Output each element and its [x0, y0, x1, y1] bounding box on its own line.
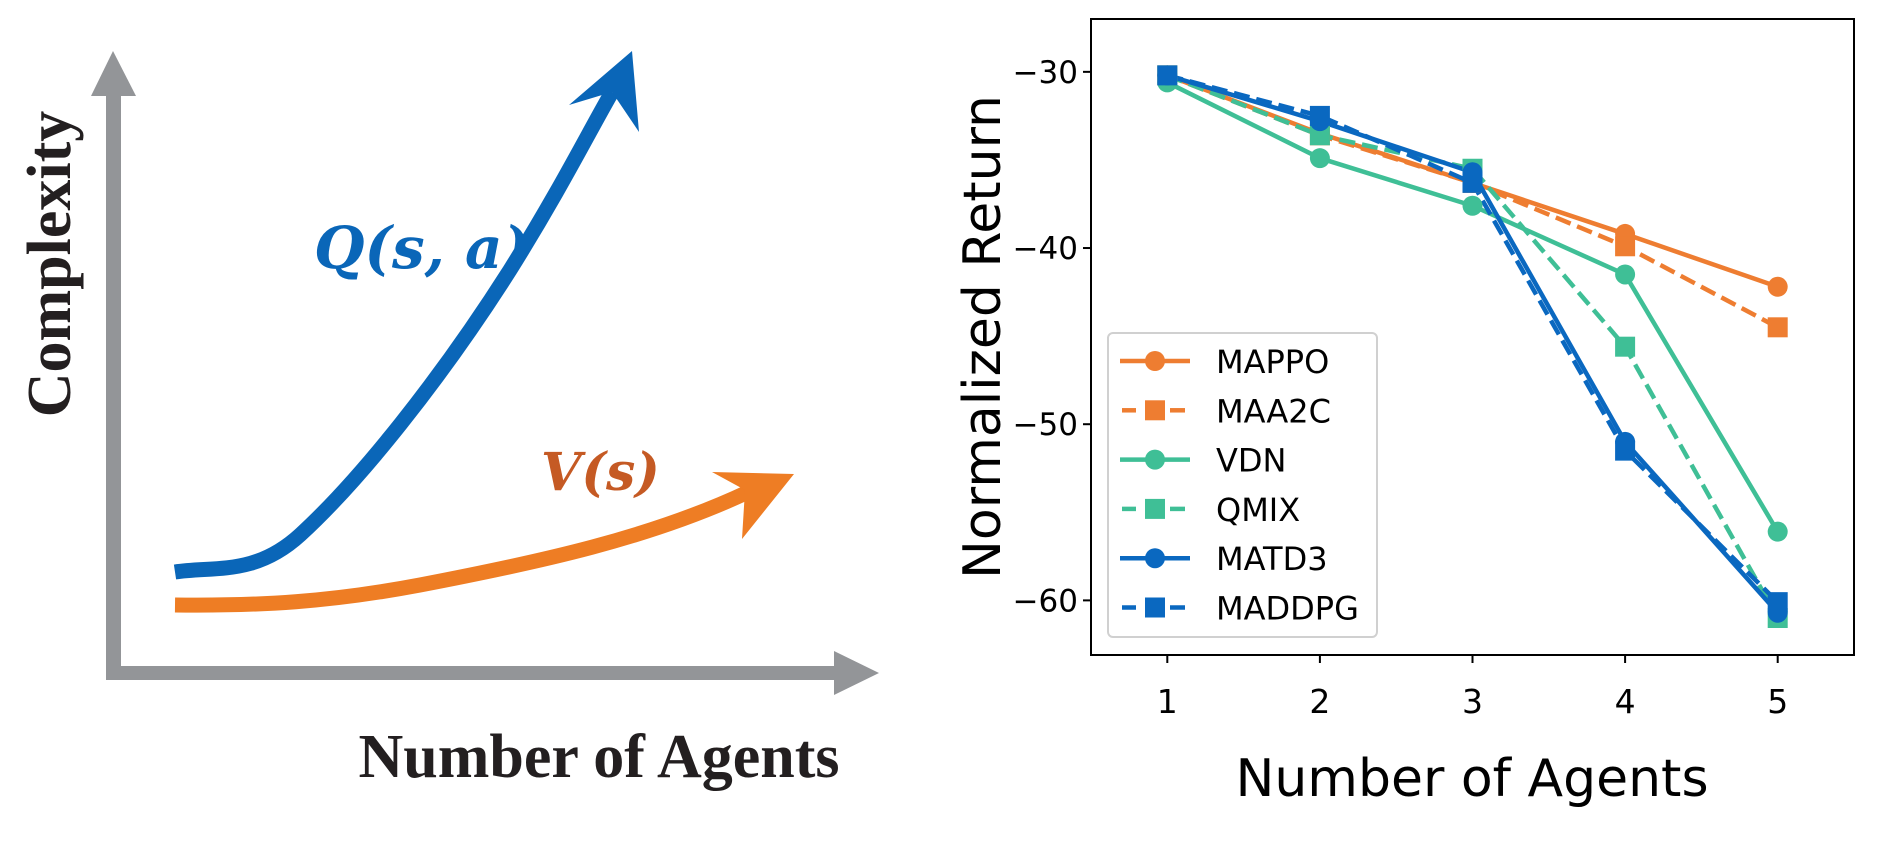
legend-label: MADDPG [1216, 590, 1359, 628]
series-markers [1157, 65, 1788, 629]
x-axis-arrowhead [834, 651, 879, 695]
data-point-vdn-4 [1615, 264, 1636, 285]
v-curve-arrowhead [712, 472, 794, 539]
diagram-x-axis-label: Number of Agents [358, 723, 839, 791]
y-tick-label: −60 [1013, 583, 1078, 619]
data-point-vdn-5 [1767, 521, 1788, 542]
data-point-vdn-2 [1309, 148, 1330, 169]
data-point-maddpg-3 [1462, 172, 1483, 193]
data-point-qmix-2 [1309, 125, 1330, 146]
diagram-y-axis-label: Complexity [16, 111, 84, 418]
legend-item-matd3: MATD3 [1120, 540, 1328, 578]
legend-item-mappo: MAPPO [1120, 343, 1329, 381]
legend-marker [1145, 548, 1165, 569]
y-tick-label: −50 [1013, 407, 1078, 443]
data-point-maa2c-4 [1615, 236, 1636, 257]
x-axis-label: Number of Agents [1235, 749, 1708, 809]
series-line-qmix [1166, 73, 1780, 620]
data-point-vdn-3 [1462, 195, 1483, 216]
data-point-maddpg-2 [1309, 105, 1330, 126]
x-ticks: 1 2 3 4 5 [1157, 655, 1788, 721]
q-curve-arrowhead [569, 51, 639, 132]
x-tick-label: 2 [1309, 682, 1330, 721]
data-point-maddpg-5 [1767, 592, 1788, 613]
x-tick-label: 4 [1615, 682, 1636, 721]
legend-label: QMIX [1216, 491, 1300, 529]
data-point-mappo-5 [1767, 276, 1788, 297]
legend-label: VDN [1216, 442, 1286, 480]
v-curve-label: V(s) [541, 442, 660, 503]
q-curve-label: Q(s, a) [314, 214, 530, 282]
legend-marker [1145, 400, 1165, 421]
legend-marker [1145, 449, 1165, 470]
data-point-maddpg-4 [1615, 440, 1636, 461]
complexity-diagram: Q(s, a) V(s) Complexity Number of Agents [16, 51, 879, 791]
legend-marker [1145, 597, 1165, 618]
legend-label: MATD3 [1216, 540, 1328, 578]
x-tick-label: 5 [1767, 682, 1788, 721]
x-tick-label: 3 [1462, 682, 1483, 721]
legend-item-vdn: VDN [1120, 442, 1286, 480]
legend-item-maddpg: MADDPG [1122, 590, 1359, 628]
y-axis-label: Normalized Return [953, 95, 1013, 579]
legend-item-maa2c: MAA2C [1122, 392, 1331, 430]
legend-label: MAA2C [1216, 392, 1331, 430]
data-point-maddpg-1 [1157, 65, 1178, 86]
legend-marker [1145, 351, 1165, 371]
v-curve [174, 485, 752, 613]
y-axis-bar [106, 92, 121, 680]
y-tick-label: −30 [1013, 55, 1078, 91]
q-curve [173, 88, 619, 580]
y-axis-arrowhead [91, 51, 136, 96]
y-tick-label: −40 [1013, 231, 1078, 267]
y-ticks: −30 −40 −50 −60 [1013, 55, 1091, 619]
legend-marker [1145, 498, 1165, 519]
x-axis-bar [106, 666, 838, 680]
x-tick-label: 1 [1157, 682, 1178, 721]
legend: MAPPO MAA2C VDN QMIX MATD3 MADDPG [1107, 332, 1378, 638]
legend-label: MAPPO [1216, 343, 1329, 381]
legend-item-qmix: QMIX [1122, 491, 1300, 529]
data-point-qmix-4 [1615, 336, 1636, 357]
data-point-maa2c-5 [1767, 317, 1788, 338]
